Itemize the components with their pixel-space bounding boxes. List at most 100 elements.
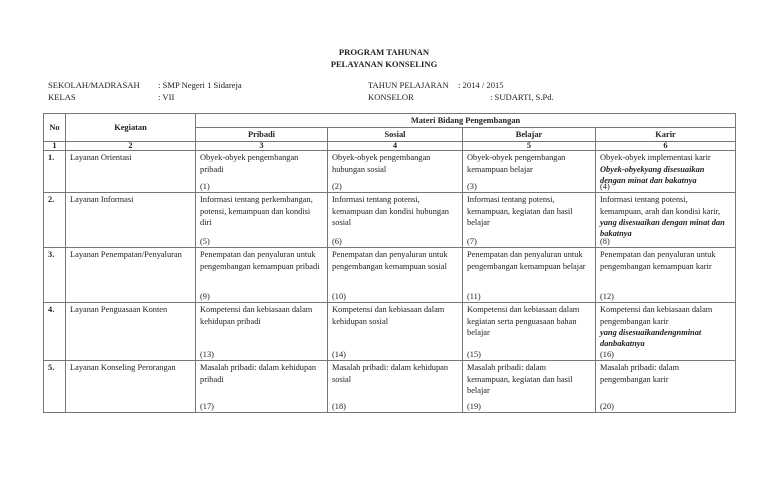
row-no: 2. [43,192,66,249]
row-kegiatan: Layanan Orientasi [65,150,196,194]
table-row: 4. Layanan Penguasaan Konten Kompetensi da… [43,302,737,362]
row-kegiatan: Layanan Penguasaan Konten [65,302,196,362]
row-no: 3. [43,247,66,304]
materi-cell: Informasi tentang potensi, kemampuan, ke… [462,192,596,249]
table-row: 1. Layanan Orientasi Obyek-obyek pengemban… [43,150,737,194]
cell-text: Obyek-obyek implementasi karir [600,153,711,163]
cell-emphasis: Obyek-obyekyang disesuaikan dengan minat… [600,164,705,185]
cell-text: Informasi tentang potensi, kemampuan dan… [332,195,449,227]
materi-cell: Masalah pribadi: dalam kehidupan pribadi… [195,360,328,414]
cell-number: (5) [200,237,210,247]
materi-cell: Informasi tentang perkembangan, potensi,… [195,192,328,249]
column-number: 2 [65,141,196,152]
cell-text: Masalah pribadi: dalam pengembangan kari… [600,363,680,384]
konselor-value: : SUDARTI, S.Pd. [490,92,554,102]
sekolah-label: SEKOLAH/MADRASAH [48,80,140,90]
header-sosial: Sosial [327,127,463,143]
cell-number: (20) [600,402,614,412]
materi-cell: Kompetensi dan kebiasaan dalam kegiatan … [462,302,596,362]
cell-text: Kompetensi dan kebiasaan dalam kegiatan … [467,305,580,337]
cell-number: (17) [200,402,214,412]
program-table: No Kegiatan Materi Bidang Pengembangan P… [43,112,737,414]
konselor-label: KONSELOR [368,92,414,102]
cell-number: (10) [332,292,346,302]
cell-number: (13) [200,350,214,360]
header-belajar: Belajar [462,127,596,143]
kelas-value: : VII [158,92,175,102]
cell-number: (4) [600,182,610,192]
cell-number: (9) [200,292,210,302]
materi-cell: Obyek-obyek pengembangan pribadi (1) [195,150,328,194]
cell-text: Informasi tentang potensi, kemampuan, ar… [600,195,721,216]
materi-cell: Masalah pribadi: dalam kemampuan, kegiat… [462,360,596,414]
kelas-label: KELAS [48,92,76,102]
materi-cell: Kompetensi dan kebiasaan dalam pengemban… [594,302,737,362]
materi-cell: Obyek-obyek implementasi karir Obyek-obye… [594,150,737,194]
cell-number: (15) [467,350,481,360]
cell-text: Kompetensi dan kebiasaan dalam kehidupan… [332,305,445,326]
materi-cell: Informasi tentang potensi, kemampuan dan… [327,192,463,249]
cell-text: Kompetensi dan kebiasaan dalam pengemban… [600,305,713,326]
table-row: 3. Layanan Penempatan/Penyaluran Penempata… [43,247,737,304]
cell-text: Penempatan dan penyaluran untuk pengemba… [467,250,586,271]
column-number: 6 [594,141,737,152]
row-kegiatan: Layanan Konseling Perorangan [65,360,196,414]
cell-text: Obyek-obyek pengembangan kemampuan belaj… [467,153,566,174]
cell-text: Masalah pribadi: dalam kehidupan sosial [332,363,449,384]
cell-number: (11) [467,292,481,302]
cell-number: (6) [332,237,342,247]
materi-cell: Kompetensi dan kebiasaan dalam kehidupan… [195,302,328,362]
tahun-value: : 2014 / 2015 [458,80,504,90]
column-number: 4 [327,141,463,152]
materi-cell: Penempatan dan penyaluran untuk pengemba… [594,247,737,304]
title-line-2: PELAYANAN KONSELING [330,59,438,69]
header-kegiatan: Kegiatan [65,112,196,143]
cell-number: (3) [467,182,477,192]
table-row: 2. Layanan Informasi Informasi tentang per… [43,192,737,249]
cell-number: (2) [332,182,342,192]
materi-cell: Penempatan dan penyaluran untuk pengemba… [462,247,596,304]
cell-number: (7) [467,237,477,247]
row-no: 1. [43,150,66,194]
cell-number: (16) [600,350,614,360]
materi-cell: Masalah pribadi: dalam pengembangan kari… [594,360,737,414]
materi-cell: Obyek-obyek pengembangan kemampuan belaj… [462,150,596,194]
row-no: 4. [43,302,66,362]
materi-cell: Masalah pribadi: dalam kehidupan sosial (… [327,360,463,414]
cell-text: Masalah pribadi: dalam kehidupan pribadi [200,363,317,384]
materi-cell: Penempatan dan penyaluran untuk pengemba… [195,247,328,304]
cell-text: Penempatan dan penyaluran untuk pengemba… [332,250,448,271]
materi-cell: Penempatan dan penyaluran untuk pengemba… [327,247,463,304]
column-number: 5 [462,141,596,152]
header-pribadi: Pribadi [195,127,328,143]
cell-text: Masalah pribadi: dalam kemampuan, kegiat… [467,363,573,395]
cell-text: Penempatan dan penyaluran untuk pengemba… [600,250,716,271]
row-kegiatan: Layanan Penempatan/Penyaluran [65,247,196,304]
cell-number: (8) [600,237,610,247]
row-kegiatan: Layanan Informasi [65,192,196,249]
sekolah-value: : SMP Negeri 1 Sidareja [158,80,242,90]
title-line-1: PROGRAM TAHUNAN [338,47,430,57]
materi-cell: Kompetensi dan kebiasaan dalam kehidupan… [327,302,463,362]
cell-number: (19) [467,402,481,412]
materi-cell: Informasi tentang potensi, kemampuan, ar… [594,192,737,249]
cell-emphasis: yang disesuaikan dengan minat dan bakatn… [600,217,725,239]
cell-text: Obyek-obyek pengembangan hubungan sosial [332,153,431,174]
cell-text: Informasi tentang potensi, kemampuan, ke… [467,195,573,227]
cell-number: (1) [200,182,210,192]
cell-text: Informasi tentang perkembangan, potensi,… [200,195,313,227]
tahun-label: TAHUN PELAJARAN [368,80,449,90]
cell-text: Obyek-obyek pengembangan pribadi [200,153,299,174]
column-number: 1 [43,141,66,152]
cell-emphasis: yang disesuaikandengnminat danbakatnya [600,327,702,349]
header-no: No [43,112,66,143]
cell-number: (12) [600,292,614,302]
header-karir: Karir [594,127,737,143]
materi-cell: Obyek-obyek pengembangan hubungan sosial… [327,150,463,194]
header-materi: Materi Bidang Pengembangan [194,112,737,129]
table-row: 5. Layanan Konseling Perorangan Masalah pr… [43,360,737,414]
cell-number: (14) [332,350,346,360]
column-number: 3 [195,141,328,152]
cell-text: Penempatan dan penyaluran untuk pengemba… [200,250,320,271]
cell-number: (18) [332,402,346,412]
